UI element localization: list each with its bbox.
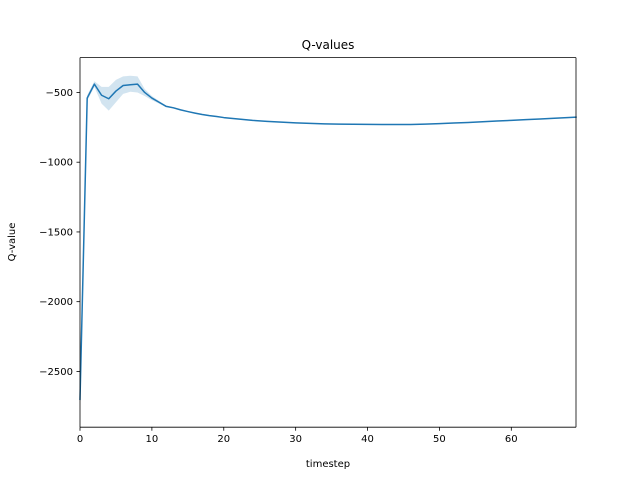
x-tick-label: 20 — [217, 434, 230, 445]
x-axis-label: timestep — [306, 459, 350, 470]
y-tick-label: −1500 — [39, 227, 73, 238]
y-tick-label: −2500 — [39, 367, 73, 378]
x-tick-label: 0 — [77, 434, 83, 445]
x-axis-ticks: 0 10 20 30 40 50 60 — [77, 427, 518, 445]
series-line-layer — [79, 83, 577, 401]
plot-area — [80, 57, 576, 428]
series-line — [79, 83, 577, 401]
chart-title: Q-values — [302, 38, 355, 52]
y-axis-ticks: −2500 −2000 −1500 −1000 −500 — [39, 88, 80, 378]
x-tick-label: 30 — [289, 434, 302, 445]
x-tick-label: 40 — [361, 434, 374, 445]
y-axis-label: Q-value — [7, 223, 18, 262]
x-tick-label: 10 — [146, 434, 159, 445]
x-tick-label: 60 — [505, 434, 518, 445]
y-tick-label: −1000 — [39, 158, 73, 169]
y-tick-label: −500 — [46, 88, 73, 99]
plot-frame — [79, 57, 577, 428]
y-tick-label: −2000 — [39, 297, 73, 308]
x-tick-label: 50 — [433, 434, 446, 445]
